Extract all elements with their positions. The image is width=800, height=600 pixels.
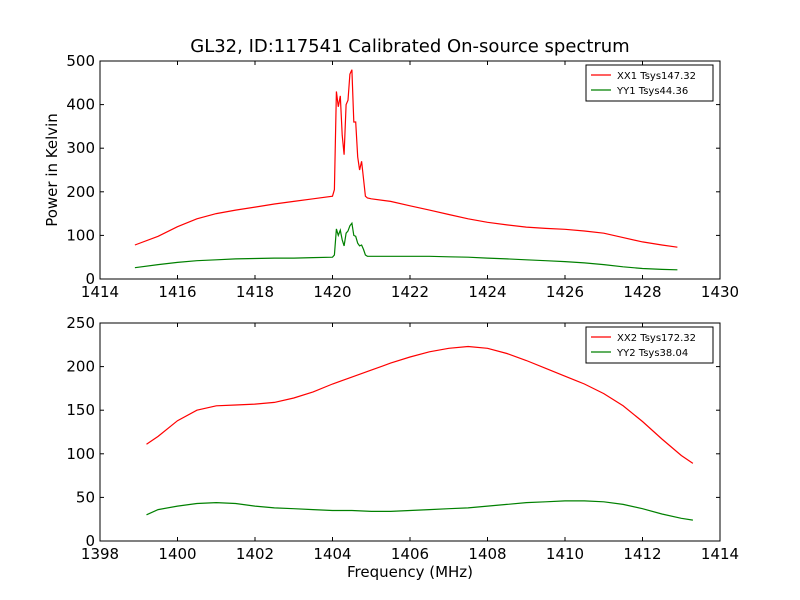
panel2-y-tick-label: 0 [85, 532, 95, 550]
panel1-y-tick-label: 300 [66, 139, 95, 157]
panel1-x-tick-label: 1420 [313, 283, 351, 301]
bottom-panel: 1398 1400 1402 1404 1406 1408 1410 1412 1414 0 50 1… [66, 314, 739, 563]
panel2-y-tick-label: 150 [66, 401, 95, 419]
panel2-y-tick-label: 100 [66, 445, 95, 463]
panel2-x-tick-label: 1406 [391, 545, 429, 563]
panel2-legend: XX2 Tsys172.32 YY2 Tsys38.04 [585, 326, 714, 364]
panel2-y-tick-label: 250 [66, 314, 95, 332]
panel1-x-tick-label: 1430 [701, 283, 739, 301]
panel2-legend-label-1: XX2 Tsys172.32 [617, 333, 696, 344]
panel1-legend-label-2: YY1 Tsys44.36 [616, 86, 688, 97]
panel1-x-tick-label: 1428 [623, 283, 661, 301]
panel1-x-tick-label: 1416 [158, 283, 196, 301]
panel1-y-tick-label: 500 [66, 52, 95, 70]
panel1-legend-label-1: XX1 Tsys147.32 [617, 71, 696, 82]
panel1-y-tick-label: 0 [85, 270, 95, 288]
panel2-x-tick-label: 1402 [236, 545, 274, 563]
y-axis-label: Power in Kelvin [43, 113, 61, 227]
panel2-y-tick-label: 50 [76, 488, 95, 506]
panel2-legend-box [585, 326, 714, 364]
panel1-x-tick-label: 1418 [236, 283, 274, 301]
panel2-x-tick-label: 1412 [623, 545, 661, 563]
panel1-y-tick-label: 200 [66, 183, 95, 201]
panel2-x-tick-label: 1410 [546, 545, 584, 563]
panel1-x-tick-label: 1414 [81, 283, 119, 301]
x-axis-label: Frequency (MHz) [347, 563, 473, 581]
panel2-x-tick-label: 1400 [158, 545, 196, 563]
panel1-x-tick-label: 1424 [468, 283, 506, 301]
panel2-series-line-2 [146, 500, 693, 521]
figure-title: GL32, ID:117541 Calibrated On-source spe… [190, 36, 629, 57]
panel1-y-tick-label: 100 [66, 226, 95, 244]
panel1-series-line-2 [134, 221, 678, 271]
top-panel: 1414 1416 1418 1420 1422 1424 1426 1428 1430 0 100… [66, 52, 739, 301]
panel1-series-line-1 [134, 69, 678, 248]
panel2-legend-label-2: YY2 Tsys38.04 [616, 348, 688, 359]
panel2-x-tick-label: 1404 [313, 545, 351, 563]
panel1-y-tick-label: 400 [66, 96, 95, 114]
panel2-y-tick-label: 200 [66, 358, 95, 376]
panel2-x-tick-label: 1398 [81, 545, 119, 563]
panel1-legend: XX1 Tsys147.32 YY1 Tsys44.36 [585, 64, 714, 102]
panel1-x-tick-label: 1426 [546, 283, 584, 301]
panel2-x-tick-label: 1408 [468, 545, 506, 563]
panel2-series-line-1 [146, 345, 694, 464]
panel1-legend-box [585, 64, 714, 102]
panel2-x-tick-label: 1414 [701, 545, 739, 563]
panel1-x-tick-label: 1422 [391, 283, 429, 301]
